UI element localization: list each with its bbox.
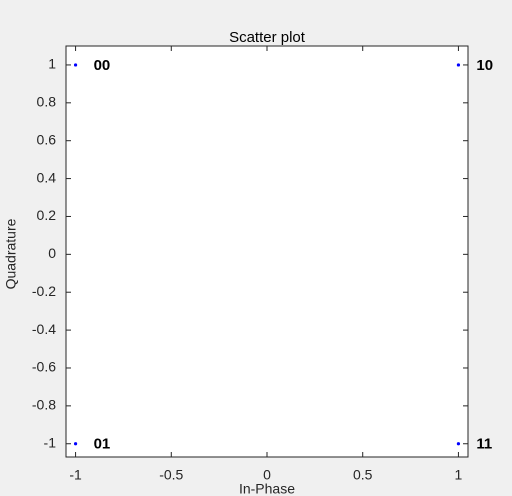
x-axis-label: In-Phase [239, 481, 295, 496]
y-tick-label: 0 [48, 245, 56, 261]
annotation: 10 [476, 57, 493, 74]
y-tick-label: -0.6 [32, 359, 56, 375]
y-tick-label: 1 [48, 56, 56, 72]
y-tick-label: -0.8 [32, 397, 56, 413]
x-tick-label: -1 [69, 467, 82, 483]
x-tick-label: 0.5 [353, 467, 373, 483]
x-tick-label: 1 [455, 467, 463, 483]
x-tick-label: -0.5 [159, 467, 183, 483]
y-tick-label: 0.6 [37, 131, 57, 147]
y-tick-label: -0.2 [32, 283, 56, 299]
x-tick-label: 0 [263, 467, 271, 483]
annotation: 01 [94, 436, 111, 453]
y-axis-label: Quadrature [3, 218, 19, 289]
annotation: 11 [476, 436, 492, 453]
point [73, 63, 78, 67]
y-tick-label: -0.4 [32, 321, 56, 337]
point [456, 63, 461, 67]
point [456, 442, 461, 446]
point [73, 442, 78, 446]
y-tick-label: 0.2 [37, 207, 57, 223]
chart-title: Scatter plot [229, 29, 306, 46]
y-tick-label: 0.8 [37, 94, 57, 110]
plot-area [65, 45, 469, 458]
y-tick-label: 0.4 [37, 169, 57, 185]
annotation: 00 [94, 57, 111, 74]
y-tick-label: -1 [44, 434, 57, 450]
